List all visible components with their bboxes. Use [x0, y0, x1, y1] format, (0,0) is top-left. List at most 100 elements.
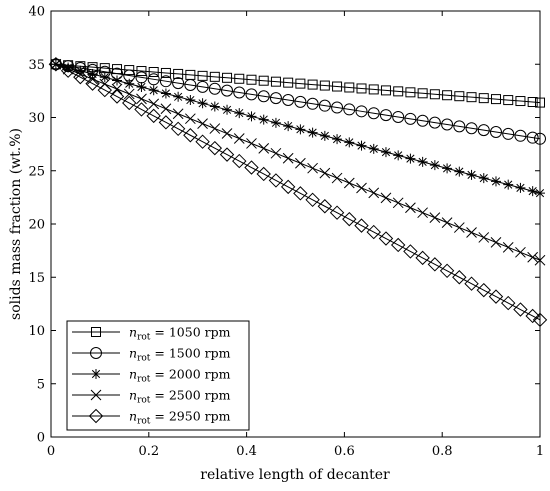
legend-marker-diamond — [88, 408, 104, 424]
data-point-square-8 — [148, 66, 159, 77]
data-point-diamond-25 — [354, 218, 369, 233]
x-tick-label: 0.6 — [334, 444, 355, 459]
data-point-cross-27 — [380, 192, 392, 204]
legend-subscript: rot — [137, 333, 151, 343]
legend-series-name: = 2500 rpm — [154, 388, 230, 403]
legend-symbol: n — [129, 325, 137, 340]
data-point-cross-37 — [502, 241, 514, 253]
data-point-diamond-23 — [329, 205, 345, 220]
data-point-diamond-34 — [464, 276, 479, 291]
data-point-circle-22 — [318, 99, 331, 112]
data-point-cross-17 — [258, 143, 270, 154]
legend-series-name: = 2000 rpm — [154, 367, 230, 382]
data-point-cross-9 — [160, 103, 172, 115]
data-point-square-28 — [393, 86, 404, 97]
data-point-cross-16 — [246, 138, 257, 149]
legend-symbol: n — [129, 388, 137, 403]
data-point-diamond-31 — [427, 257, 443, 272]
data-point-square-10 — [173, 68, 184, 79]
data-point-diamond-6 — [122, 95, 137, 111]
data-point-cross-32 — [441, 217, 453, 228]
data-point-cross-31 — [429, 212, 441, 224]
data-point-cross-3 — [87, 73, 98, 85]
data-point-diamond-2 — [73, 69, 88, 85]
data-point-asterisk-9 — [160, 88, 171, 99]
data-point-asterisk-18 — [270, 117, 281, 128]
data-point-circle-20 — [294, 95, 307, 108]
data-point-asterisk-17 — [258, 114, 269, 125]
data-point-circle-14 — [221, 84, 234, 97]
x-tick-label: 0 — [47, 444, 55, 459]
data-point-square-25 — [356, 83, 367, 94]
data-point-circle-18 — [269, 92, 282, 105]
data-point-cross-35 — [478, 232, 490, 243]
data-point-diamond-37 — [501, 295, 516, 311]
data-point-square-38 — [515, 96, 526, 107]
data-point-diamond-33 — [452, 270, 467, 285]
data-point-square-21 — [307, 79, 318, 90]
data-point-circle-12 — [196, 80, 209, 93]
data-point-diamond-11 — [183, 128, 198, 143]
data-point-circle-32 — [441, 118, 454, 131]
legend-symbol: n — [129, 346, 137, 361]
legend-marker-asterisk — [91, 369, 101, 379]
data-point-diamond-16 — [244, 160, 259, 175]
data-point-asterisk-31 — [429, 160, 440, 171]
data-point-circle-26 — [367, 107, 380, 120]
data-point-asterisk-27 — [380, 147, 391, 158]
data-point-circle-11 — [184, 78, 197, 91]
data-point-circle-31 — [428, 116, 441, 129]
data-point-square-39 — [527, 97, 538, 108]
data-point-diamond-35 — [476, 282, 491, 298]
data-point-diamond-17 — [256, 166, 271, 182]
data-point-diamond-9 — [158, 115, 174, 130]
legend-label: nrot = 2000 rpm — [129, 367, 231, 385]
y-tick-label: 5 — [37, 377, 45, 392]
legend-entry-asterisk: nrot = 2000 rpm — [72, 367, 231, 385]
data-point-diamond-19 — [280, 179, 296, 195]
y-tick-label: 0 — [37, 431, 45, 446]
data-point-cross-25 — [356, 182, 367, 194]
data-point-asterisk-19 — [283, 121, 294, 132]
legend-subscript: rot — [137, 354, 151, 364]
data-point-square-31 — [429, 89, 440, 100]
legend-label: nrot = 2500 rpm — [129, 388, 231, 406]
data-point-cross-21 — [307, 162, 318, 174]
legend-label: nrot = 2950 rpm — [129, 409, 231, 427]
data-point-diamond-4 — [97, 82, 112, 98]
data-point-asterisk-10 — [173, 91, 184, 102]
data-point-diamond-5 — [109, 89, 125, 104]
data-point-circle-13 — [208, 82, 221, 95]
data-point-square-33 — [454, 91, 465, 102]
y-axis-label: solids mass fraction (wt.%) — [8, 128, 24, 320]
data-point-asterisk-39 — [527, 186, 538, 197]
data-point-diamond-13 — [207, 140, 223, 156]
data-point-square-29 — [405, 87, 416, 98]
legend-subscript: rot — [137, 375, 151, 385]
data-point-diamond-30 — [415, 250, 430, 266]
data-point-asterisk-4 — [99, 72, 110, 83]
data-point-cross-18 — [270, 147, 282, 159]
legend-symbol: n — [129, 367, 137, 382]
data-point-cross-29 — [405, 202, 416, 214]
data-point-cross-23 — [331, 172, 343, 184]
legend-series-name: = 1050 rpm — [154, 325, 230, 340]
data-point-circle-15 — [233, 86, 246, 99]
data-point-circle-21 — [306, 97, 319, 110]
data-point-cross-20 — [295, 157, 306, 169]
legend-subscript: rot — [137, 417, 151, 427]
data-point-asterisk-36 — [490, 176, 501, 187]
legend-marker-square — [91, 327, 101, 337]
data-point-square-20 — [295, 78, 306, 89]
legend-subscript: rot — [137, 396, 151, 406]
data-point-square-6 — [124, 65, 135, 76]
data-point-asterisk-22 — [319, 130, 330, 141]
data-point-asterisk-21 — [307, 127, 318, 138]
data-point-cross-34 — [466, 227, 477, 238]
data-point-square-32 — [442, 90, 453, 101]
legend-entry-square: nrot = 1050 rpm — [72, 325, 231, 343]
x-tick-label: 0.4 — [236, 444, 257, 459]
data-point-square-30 — [417, 88, 428, 99]
data-point-square-13 — [209, 71, 220, 82]
